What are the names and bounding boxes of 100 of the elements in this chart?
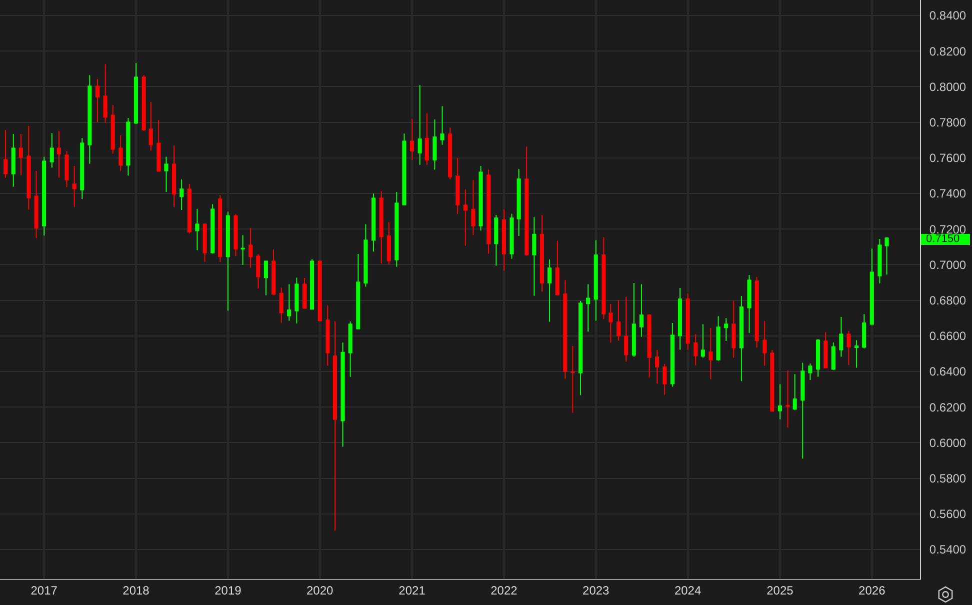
x-tick-label: 2018	[122, 583, 150, 598]
candlestick	[432, 118, 437, 170]
y-tick-label: 0.8000	[929, 80, 966, 94]
x-tick-label: 2025	[766, 583, 794, 598]
candlestick	[502, 208, 506, 272]
candlestick	[824, 332, 828, 368]
candlestick	[440, 106, 444, 146]
candlestick	[202, 222, 207, 262]
candlestick	[95, 78, 100, 123]
candlestick	[532, 216, 536, 296]
candlestick	[187, 184, 192, 234]
candlestick	[126, 118, 130, 176]
candlestick	[110, 104, 115, 154]
y-tick-label: 0.5600	[929, 507, 966, 522]
candlestick	[754, 276, 759, 348]
candlestick	[839, 316, 844, 358]
candlestick	[800, 362, 805, 460]
candlestick	[878, 238, 882, 284]
candlestick	[287, 284, 292, 322]
candlestick	[808, 362, 812, 381]
candlestick	[647, 314, 652, 378]
candlestick	[371, 192, 376, 252]
x-tick-label: 2023	[582, 583, 610, 598]
candlestick	[708, 328, 713, 380]
y-tick-label: 0.8400	[929, 8, 966, 23]
candlestick	[884, 236, 889, 275]
candlestick	[762, 320, 767, 366]
y-tick-label: 0.6000	[929, 436, 966, 450]
candlestick	[348, 320, 352, 378]
candlestick	[494, 214, 498, 266]
candlestick	[456, 158, 460, 215]
candlestick	[747, 274, 752, 334]
text: 0.7150	[926, 233, 960, 245]
candlestick	[18, 134, 23, 176]
candlestick	[279, 287, 284, 324]
x-tick-label: 2020	[306, 583, 334, 598]
candlestick	[142, 74, 146, 132]
candlestick	[616, 300, 621, 342]
candlestick	[570, 346, 575, 414]
candlestick	[103, 64, 108, 124]
candlestick	[786, 370, 790, 428]
candlestick	[195, 208, 200, 251]
candlestick	[578, 300, 583, 396]
candlestick	[448, 126, 452, 180]
candlestick	[870, 248, 874, 326]
candlestick	[302, 278, 307, 309]
candlestick	[340, 342, 345, 448]
candlestick	[686, 293, 690, 350]
y-tick-label: 0.7600	[929, 151, 966, 166]
candlestick	[862, 314, 866, 349]
candlestick	[602, 236, 606, 320]
candlestick	[310, 258, 314, 310]
candlestick	[724, 318, 728, 342]
candlestick	[402, 132, 406, 206]
candlestick	[478, 166, 483, 232]
x-tick-label: 2019	[214, 583, 242, 598]
candlestick	[540, 214, 544, 292]
candlestick	[394, 192, 399, 268]
candlestick	[831, 342, 836, 371]
x-tick-label: 2017	[30, 583, 58, 598]
candlestick	[134, 62, 138, 125]
candlestick	[264, 260, 268, 296]
y-tick-label: 0.7800	[929, 115, 966, 130]
candlestick	[172, 144, 176, 208]
y-tick-label: 0.5800	[929, 471, 966, 486]
candlestick	[555, 240, 560, 296]
candlestick	[639, 284, 644, 338]
candlestick	[180, 178, 184, 211]
candlestick	[226, 211, 230, 312]
candlestick	[26, 126, 31, 210]
candlestick	[662, 363, 667, 396]
candlestick	[563, 280, 568, 380]
candlestick	[846, 330, 851, 366]
candlestick	[516, 168, 521, 237]
candlestick	[34, 170, 38, 239]
candlestick	[271, 248, 276, 296]
candlestick	[739, 296, 744, 382]
y-tick-label: 0.7400	[929, 186, 966, 201]
candlestick	[418, 84, 422, 166]
candlestick	[332, 320, 337, 532]
candlestick	[218, 194, 222, 262]
candlestick	[486, 168, 491, 254]
candlestick	[632, 282, 636, 358]
x-tick-label: 2021	[398, 583, 426, 598]
candlestick	[770, 350, 774, 412]
candlestick	[700, 324, 705, 358]
candlestick	[80, 138, 84, 200]
candlestick	[72, 166, 76, 208]
y-tick-label: 0.6200	[929, 400, 966, 414]
candlestick	[548, 258, 552, 322]
candlestick	[510, 213, 514, 260]
candlestick	[694, 334, 698, 366]
candlestick	[463, 188, 468, 246]
candlestick	[816, 338, 820, 378]
candlestick	[778, 384, 782, 420]
candlestick	[624, 296, 628, 362]
candlestick	[670, 322, 674, 388]
y-tick-label: 0.5400	[929, 542, 966, 557]
y-tick-label: 0.7000	[929, 258, 966, 272]
candlestick	[732, 300, 736, 358]
